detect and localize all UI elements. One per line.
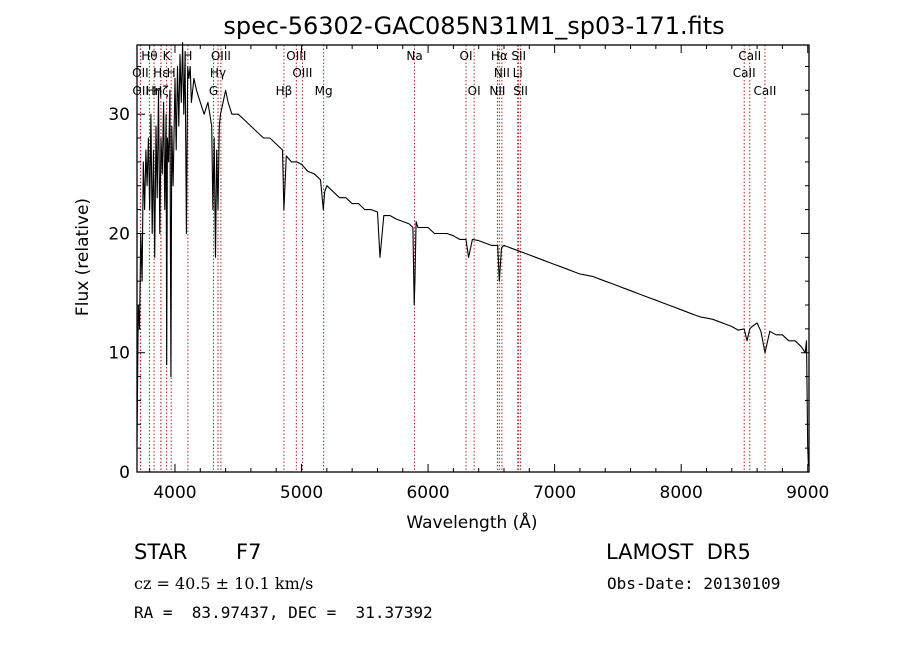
line-marker-label: Hζ [153, 84, 169, 98]
line-marker-label: H [167, 66, 176, 80]
observation-date: Obs-Date: 20130109 [607, 574, 781, 593]
line-marker-label: OIII [211, 49, 231, 63]
y-tick-label: 0 [119, 463, 130, 483]
line-marker-label: Hε [153, 66, 169, 80]
x-axis-ticks: 4000 5000 6000 7000 8000 9000 [149, 45, 829, 503]
y-tick-label: 30 [108, 105, 130, 125]
line-marker-label: Li [513, 66, 523, 80]
line-marker-label: OIII [286, 49, 306, 63]
x-tick-label: 8000 [660, 483, 703, 503]
y-tick-label: 20 [108, 224, 130, 244]
line-marker-label: OI [460, 49, 473, 63]
line-marker-label: H [183, 49, 192, 63]
line-marker-label: Hβ [276, 84, 293, 98]
x-tick-label: 9000 [786, 483, 829, 503]
line-marker-label: SII [511, 49, 526, 63]
coordinates: RA = 83.97437, DEC = 31.37392 [134, 603, 433, 622]
redshift-velocity: cz = 40.5 ± 10.1 km/s [134, 574, 314, 593]
line-marker-label: OIII [292, 66, 312, 80]
x-tick-label: 4000 [153, 483, 196, 503]
line-marker-label: Hθ [141, 49, 157, 63]
line-marker-label: OI [468, 84, 481, 98]
line-marker-label: NII [489, 84, 505, 98]
x-tick-label: 5000 [280, 483, 323, 503]
y-tick-label: 10 [108, 344, 130, 364]
line-markers [139, 45, 766, 472]
object-subclass: F7 [236, 540, 262, 564]
object-class: STAR [134, 540, 188, 564]
line-marker-label: G [209, 84, 218, 98]
survey-name: LAMOST DR5 [606, 540, 751, 564]
y-axis-ticks: 0 10 20 30 [108, 65, 809, 483]
chart-title: spec-56302-GAC085N31M1_sp03-171.fits [223, 12, 724, 40]
spectrum-line [136, 42, 809, 467]
x-axis-label: Wavelength (Å) [406, 511, 537, 533]
x-tick-label: 6000 [406, 483, 449, 503]
x-tick-label: 7000 [533, 483, 576, 503]
plot-series [136, 42, 809, 467]
line-marker-label: Na [406, 49, 422, 63]
line-marker-label: CaII [738, 49, 761, 63]
line-marker-label: Hα [491, 49, 508, 63]
plot-frame [136, 44, 810, 473]
line-marker-label: Mg [315, 84, 333, 98]
line-marker-label: Hγ [210, 66, 226, 80]
line-marker-label: NII [494, 66, 510, 80]
line-marker-label: K [163, 49, 172, 63]
line-marker-label: CaII [733, 66, 756, 80]
line-marker-label: OII [132, 66, 149, 80]
y-axis-label: Flux (relative) [73, 198, 93, 316]
line-marker-label: SII [513, 84, 528, 98]
line-marker-label: CaII [754, 84, 777, 98]
